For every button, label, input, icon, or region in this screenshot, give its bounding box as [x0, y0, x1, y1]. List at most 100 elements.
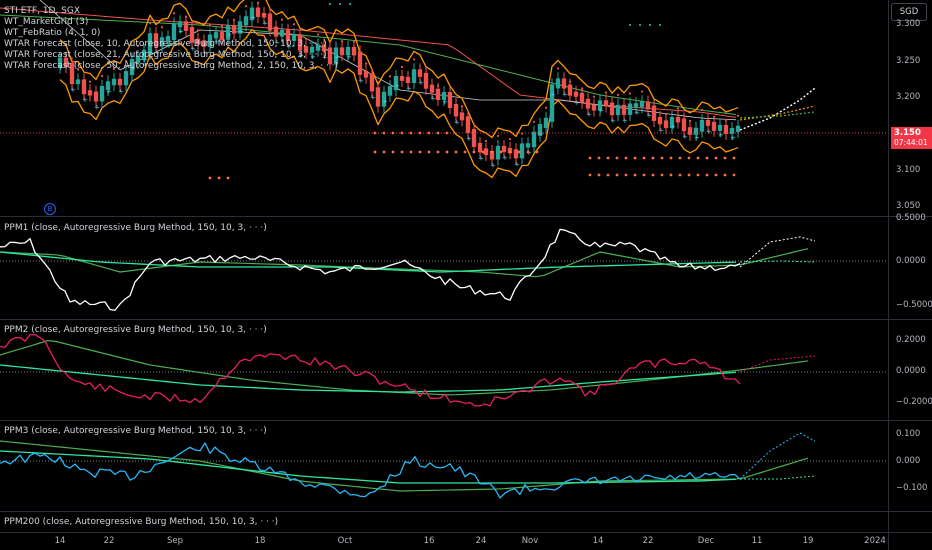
indicator-legend-marketgrid[interactable]: WT_MarketGrid (3)	[4, 17, 89, 27]
dot-marker	[664, 112, 668, 116]
dot-marker	[172, 12, 176, 15]
candle-body	[123, 71, 129, 86]
ppm3-series	[0, 432, 816, 499]
candle-body	[573, 91, 579, 97]
main-price-pane[interactable]: + + + + + + + + + + + + + + + + + + + + + + + + + + + + + + + + + + + + + + + +…	[0, 0, 932, 216]
indicator-legend-wtar-50[interactable]: WTAR Forecast (close, 50, Autoregressive…	[4, 61, 339, 71]
level-dot	[517, 150, 521, 154]
dot-marker	[412, 58, 416, 61]
y-tick-label: −0.100	[896, 483, 928, 493]
candle-body	[273, 26, 279, 37]
ppm1-forecast-line	[739, 236, 816, 268]
level-dot	[723, 173, 727, 177]
last-price-badge[interactable]: 3.150 07:44:01	[891, 127, 932, 149]
ppm3-canvas[interactable]	[0, 421, 888, 511]
dot-marker	[292, 23, 296, 26]
indicator-legend-wtar-21[interactable]: WTAR Forecast (close, 21, Autoregressive…	[4, 50, 327, 60]
level-dot	[427, 150, 431, 154]
dot-marker	[712, 115, 716, 119]
dot-marker	[268, 15, 272, 18]
candle-body	[669, 116, 675, 129]
candle-body	[135, 55, 141, 64]
ppm3-legend[interactable]: PPM3 (close, Autoregressive Burg Method,…	[4, 426, 267, 436]
plus-marker: +	[250, 14, 256, 22]
symbol-legend[interactable]: STI ETF, 1D, SGX	[4, 6, 81, 16]
y-tick-label: 0.000	[896, 456, 921, 466]
last-price-value: 3.150	[894, 128, 921, 138]
y-tick-label: 0.0000	[896, 256, 926, 266]
plus-marker: +	[94, 103, 100, 111]
plus-marker: +	[214, 38, 220, 46]
candle-body	[567, 84, 573, 96]
candle-body	[393, 76, 399, 91]
plus-marker: +	[526, 149, 532, 157]
plus-marker: +	[670, 123, 676, 131]
plus-marker: +	[478, 154, 484, 162]
plus-marker: +	[82, 96, 88, 104]
candle-body	[543, 117, 549, 128]
currency-button[interactable]: SGD	[891, 3, 927, 21]
candle-body	[93, 91, 99, 102]
candle-body	[213, 32, 219, 39]
ppm1-canvas[interactable]	[0, 217, 888, 319]
ppm3-forecast-line	[739, 432, 816, 480]
candle-body	[447, 92, 453, 108]
candle-body	[339, 47, 345, 56]
plus-marker: +	[658, 126, 664, 134]
candle-body	[657, 116, 663, 125]
dot-marker	[124, 59, 128, 63]
candle-body	[711, 121, 717, 131]
pane-divider[interactable]	[0, 216, 932, 217]
x-tick-label: 19	[802, 536, 814, 546]
ppm3-pane[interactable]: PPM3 (close, Autoregressive Burg Method,…	[0, 421, 932, 511]
dot-marker	[568, 80, 572, 83]
plus-marker: +	[718, 131, 724, 139]
forecast-10-line	[739, 87, 816, 131]
plus-marker: +	[70, 86, 76, 94]
indicator-legend-febratio[interactable]: WT_FebRatio (4, 1, 0)	[4, 28, 101, 38]
ppm200-legend[interactable]: PPM200 (close, Autoregressive Burg Metho…	[4, 517, 279, 527]
price-chart-canvas[interactable]: + + + + + + + + + + + + + + + + + + + + + + + + + + + + + + + + + + + + + + + +…	[0, 0, 888, 216]
candle-body	[285, 29, 291, 41]
pane-divider[interactable]	[0, 420, 932, 421]
dot-marker	[352, 40, 356, 43]
candle-body	[405, 76, 411, 83]
ppm1-series	[0, 228, 816, 311]
level-dot	[208, 176, 212, 180]
plus-marker: +	[322, 53, 328, 61]
level-dot	[328, 2, 332, 6]
y-tick-label: 3.200	[896, 92, 921, 102]
candle-body	[63, 57, 69, 68]
band-lines	[59, 0, 739, 179]
level-dot	[705, 173, 709, 177]
pane-divider[interactable]	[0, 319, 932, 320]
candle-body	[231, 25, 237, 34]
candle-body	[327, 47, 333, 65]
ppm1-legend[interactable]: PPM1 (close, Autoregressive Burg Method,…	[4, 223, 267, 233]
ppm2-pane[interactable]: PPM2 (close, Autoregressive Burg Method,…	[0, 320, 932, 420]
dot-marker	[256, 1, 260, 5]
dot-marker	[208, 23, 212, 26]
level-dot	[526, 150, 530, 154]
ppm1-pane[interactable]: PPM1 (close, Autoregressive Burg Method,…	[0, 217, 932, 319]
dot-marker	[460, 105, 464, 108]
plus-marker: +	[178, 27, 184, 35]
dot-marker	[604, 91, 608, 94]
ppm200-pane[interactable]: PPM200 (close, Autoregressive Burg Metho…	[0, 512, 932, 532]
ppm2-legend[interactable]: PPM2 (close, Autoregressive Burg Method,…	[4, 325, 267, 335]
candle-body	[681, 118, 687, 132]
level-dot	[669, 156, 673, 160]
level-dot	[648, 23, 652, 27]
dot-marker	[484, 139, 488, 143]
event-badge[interactable]: B	[44, 203, 56, 215]
candle-body	[267, 13, 273, 31]
indicator-legend-wtar-10[interactable]: WTAR Forecast (close, 10, Autoregressive…	[4, 39, 327, 49]
dot-marker	[328, 49, 332, 52]
x-tick-label: 22	[103, 536, 115, 546]
ppm2-canvas[interactable]	[0, 320, 888, 420]
candle-body	[687, 127, 693, 135]
plus-marker: +	[106, 87, 112, 95]
candle-body	[477, 142, 483, 153]
pane-divider[interactable]	[0, 511, 932, 512]
plus-marker: +	[202, 49, 208, 57]
